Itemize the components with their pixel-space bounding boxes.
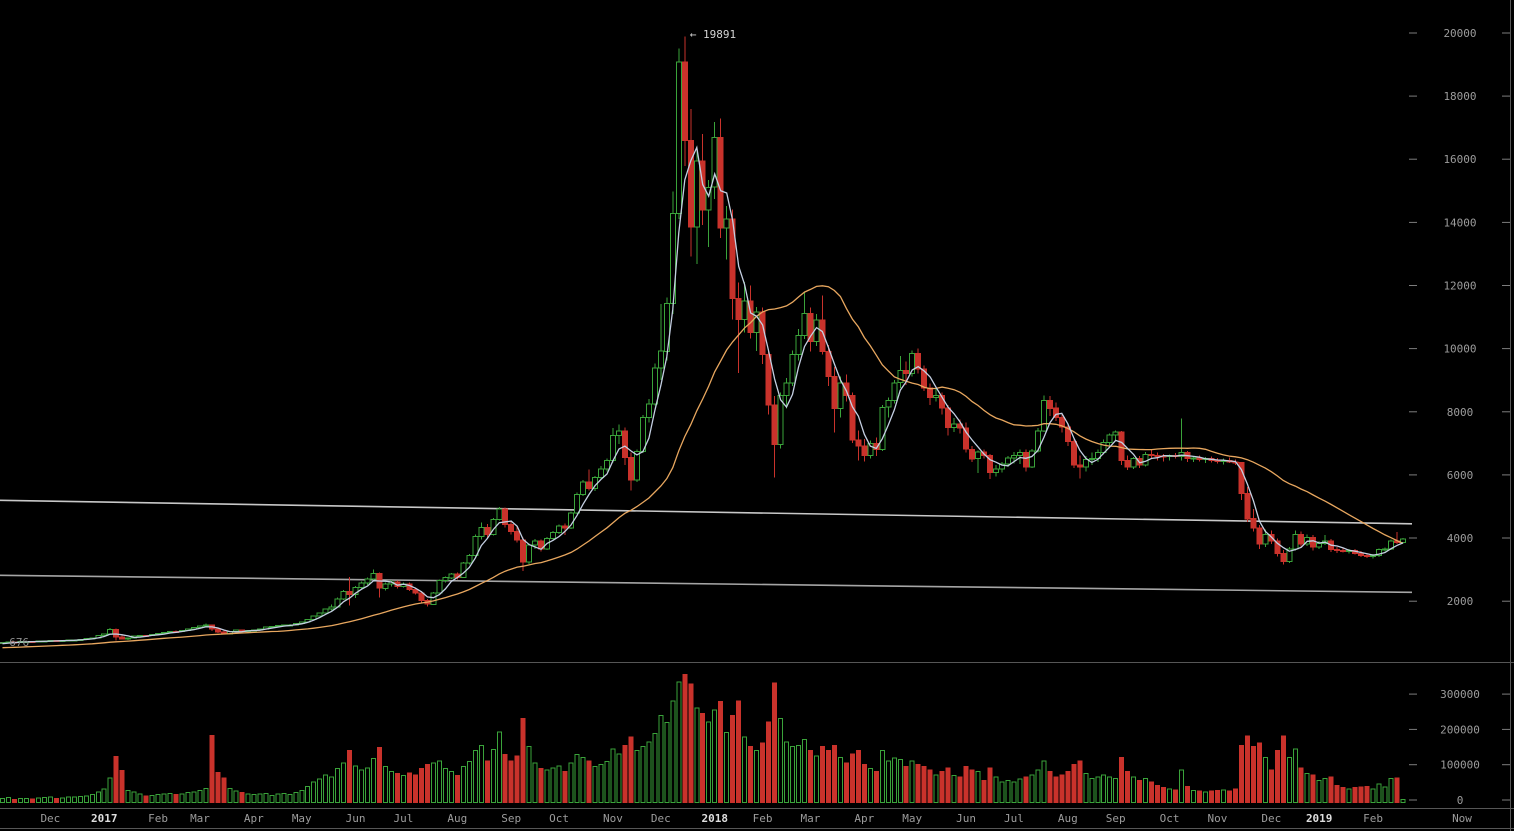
svg-text:16000: 16000 <box>1443 153 1476 166</box>
svg-text:2018: 2018 <box>701 812 728 825</box>
svg-text:18000: 18000 <box>1443 90 1476 103</box>
svg-text:Mar: Mar <box>801 812 821 825</box>
svg-text:Sep: Sep <box>1106 812 1126 825</box>
svg-text:Mar: Mar <box>190 812 210 825</box>
peak-price-annotation: ← 19891 <box>689 28 737 42</box>
svg-text:2019: 2019 <box>1306 812 1333 825</box>
svg-text:2017: 2017 <box>91 812 118 825</box>
svg-text:2000: 2000 <box>1447 595 1474 608</box>
volume-axis: 0 100000 200000 300000 <box>1409 688 1510 807</box>
svg-text:Jun: Jun <box>956 812 976 825</box>
svg-text:Feb: Feb <box>1363 812 1383 825</box>
svg-text:14000: 14000 <box>1443 216 1476 229</box>
svg-text:0: 0 <box>1457 794 1464 807</box>
svg-text:Apr: Apr <box>854 812 874 825</box>
svg-text:Aug: Aug <box>447 812 467 825</box>
svg-text:Nov: Nov <box>1208 812 1228 825</box>
svg-text:Jul: Jul <box>394 812 414 825</box>
ma-slow-line <box>2 285 1404 649</box>
svg-text:Apr: Apr <box>244 812 264 825</box>
start-price-annotation: ← 676 <box>0 635 30 649</box>
svg-text:10000: 10000 <box>1443 343 1476 356</box>
svg-text:Aug: Aug <box>1058 812 1078 825</box>
svg-text:300000: 300000 <box>1440 688 1480 701</box>
svg-text:Now: Now <box>1452 812 1472 825</box>
svg-text:6000: 6000 <box>1447 469 1474 482</box>
svg-text:8000: 8000 <box>1447 406 1474 419</box>
svg-text:Nov: Nov <box>603 812 623 825</box>
svg-text:Jul: Jul <box>1004 812 1024 825</box>
svg-text:Jun: Jun <box>346 812 366 825</box>
svg-text:12000: 12000 <box>1443 279 1476 292</box>
svg-text:100000: 100000 <box>1440 759 1480 772</box>
svg-text:Feb: Feb <box>148 812 168 825</box>
trendlines <box>0 499 1413 594</box>
svg-text:200000: 200000 <box>1440 723 1480 736</box>
time-axis: Dec 2017 Feb Mar Apr May Jun Jul Aug Sep Oct Nov Dec… <box>40 812 1472 825</box>
svg-text:Feb: Feb <box>753 812 773 825</box>
svg-text:Dec: Dec <box>651 812 671 825</box>
svg-text:Dec: Dec <box>1261 812 1281 825</box>
trendline-upper <box>0 499 1413 525</box>
svg-text:May: May <box>292 812 312 825</box>
volume-bars <box>0 674 1406 804</box>
ma-fast-line <box>2 145 1404 645</box>
price-axis: 2000 4000 6000 8000 10000 12000 14000 16000 1800… <box>1409 27 1510 608</box>
svg-text:May: May <box>902 812 922 825</box>
trendline-lower <box>0 574 1413 594</box>
svg-text:20000: 20000 <box>1443 27 1476 40</box>
svg-text:Oct: Oct <box>549 812 569 825</box>
svg-text:4000: 4000 <box>1447 532 1474 545</box>
svg-text:Sep: Sep <box>501 812 521 825</box>
svg-text:Dec: Dec <box>40 812 60 825</box>
svg-text:Oct: Oct <box>1160 812 1180 825</box>
